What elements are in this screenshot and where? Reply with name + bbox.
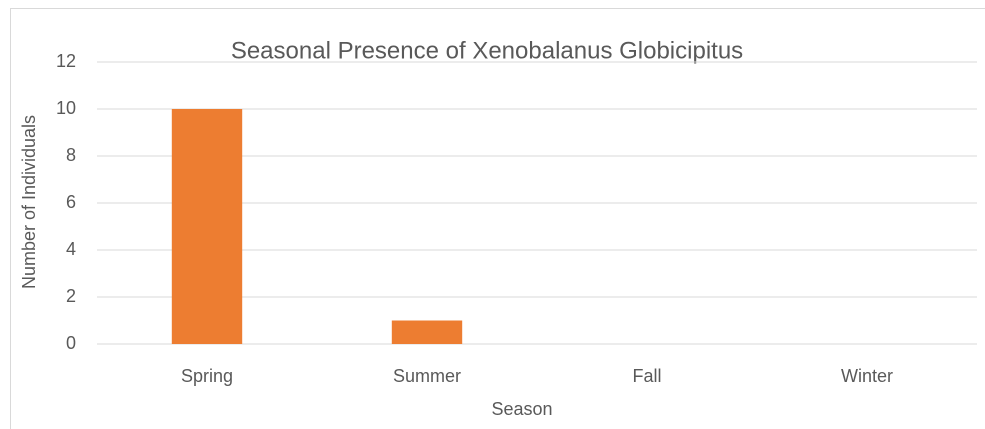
chart-title: Seasonal Presence of Xenobalanus Globici… bbox=[231, 37, 743, 64]
x-tick-label: Summer bbox=[393, 366, 461, 386]
x-tick-label: Spring bbox=[181, 366, 233, 386]
y-tick-label: 0 bbox=[66, 333, 76, 353]
chart-border bbox=[10, 8, 985, 429]
x-tick-label: Winter bbox=[841, 366, 893, 386]
x-tick-label: Fall bbox=[632, 366, 661, 386]
y-tick-label: 4 bbox=[66, 239, 76, 259]
bar bbox=[171, 109, 243, 344]
y-tick-label: 8 bbox=[66, 145, 76, 165]
y-tick-label: 6 bbox=[66, 192, 76, 212]
x-axis-label: Season bbox=[491, 399, 552, 419]
y-tick-label: 12 bbox=[56, 51, 76, 71]
y-tick-label: 10 bbox=[56, 98, 76, 118]
y-tick-label: 2 bbox=[66, 286, 76, 306]
bar bbox=[391, 320, 463, 344]
y-axis-label: Number of Individuals bbox=[19, 115, 39, 289]
